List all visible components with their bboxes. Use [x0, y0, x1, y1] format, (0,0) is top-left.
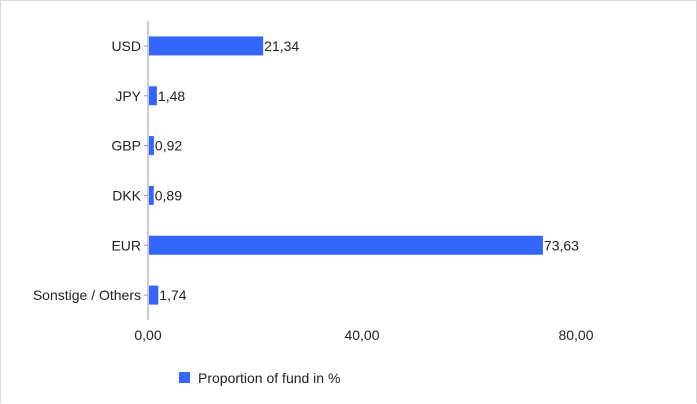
tick-layer: 0,00 40,00 80,00 — [134, 327, 593, 343]
value-label: 1,48 — [158, 88, 185, 104]
x-tick-label: 40,00 — [344, 327, 379, 343]
x-tick-label: 0,00 — [134, 327, 161, 343]
category-label: GBP — [111, 138, 141, 154]
legend-swatch — [179, 372, 190, 383]
bar — [149, 86, 157, 106]
value-label: 21,34 — [264, 38, 299, 54]
bar — [149, 235, 543, 255]
value-label: 1,74 — [159, 287, 186, 303]
x-tick-label: 80,00 — [558, 327, 593, 343]
category-label: USD — [111, 38, 141, 54]
value-label: 73,63 — [544, 237, 579, 253]
label-layer: USD 21,34 JPY 1,48 GBP 0,92 DKK 0,89 EUR 73,63 Son… — [33, 38, 579, 303]
category-label: EUR — [111, 237, 141, 253]
category-label: Sonstige / Others — [33, 287, 141, 303]
bar — [149, 285, 159, 305]
legend: Proportion of fund in % — [179, 370, 340, 386]
bar — [149, 185, 154, 205]
bar — [149, 136, 154, 156]
bar-layer — [149, 36, 543, 305]
legend-label: Proportion of fund in % — [198, 370, 340, 386]
axis-layer — [144, 21, 149, 320]
category-label: JPY — [115, 88, 141, 104]
bar — [149, 36, 264, 56]
category-label: DKK — [112, 187, 141, 203]
value-label: 0,89 — [155, 187, 182, 203]
value-label: 0,92 — [155, 138, 182, 154]
